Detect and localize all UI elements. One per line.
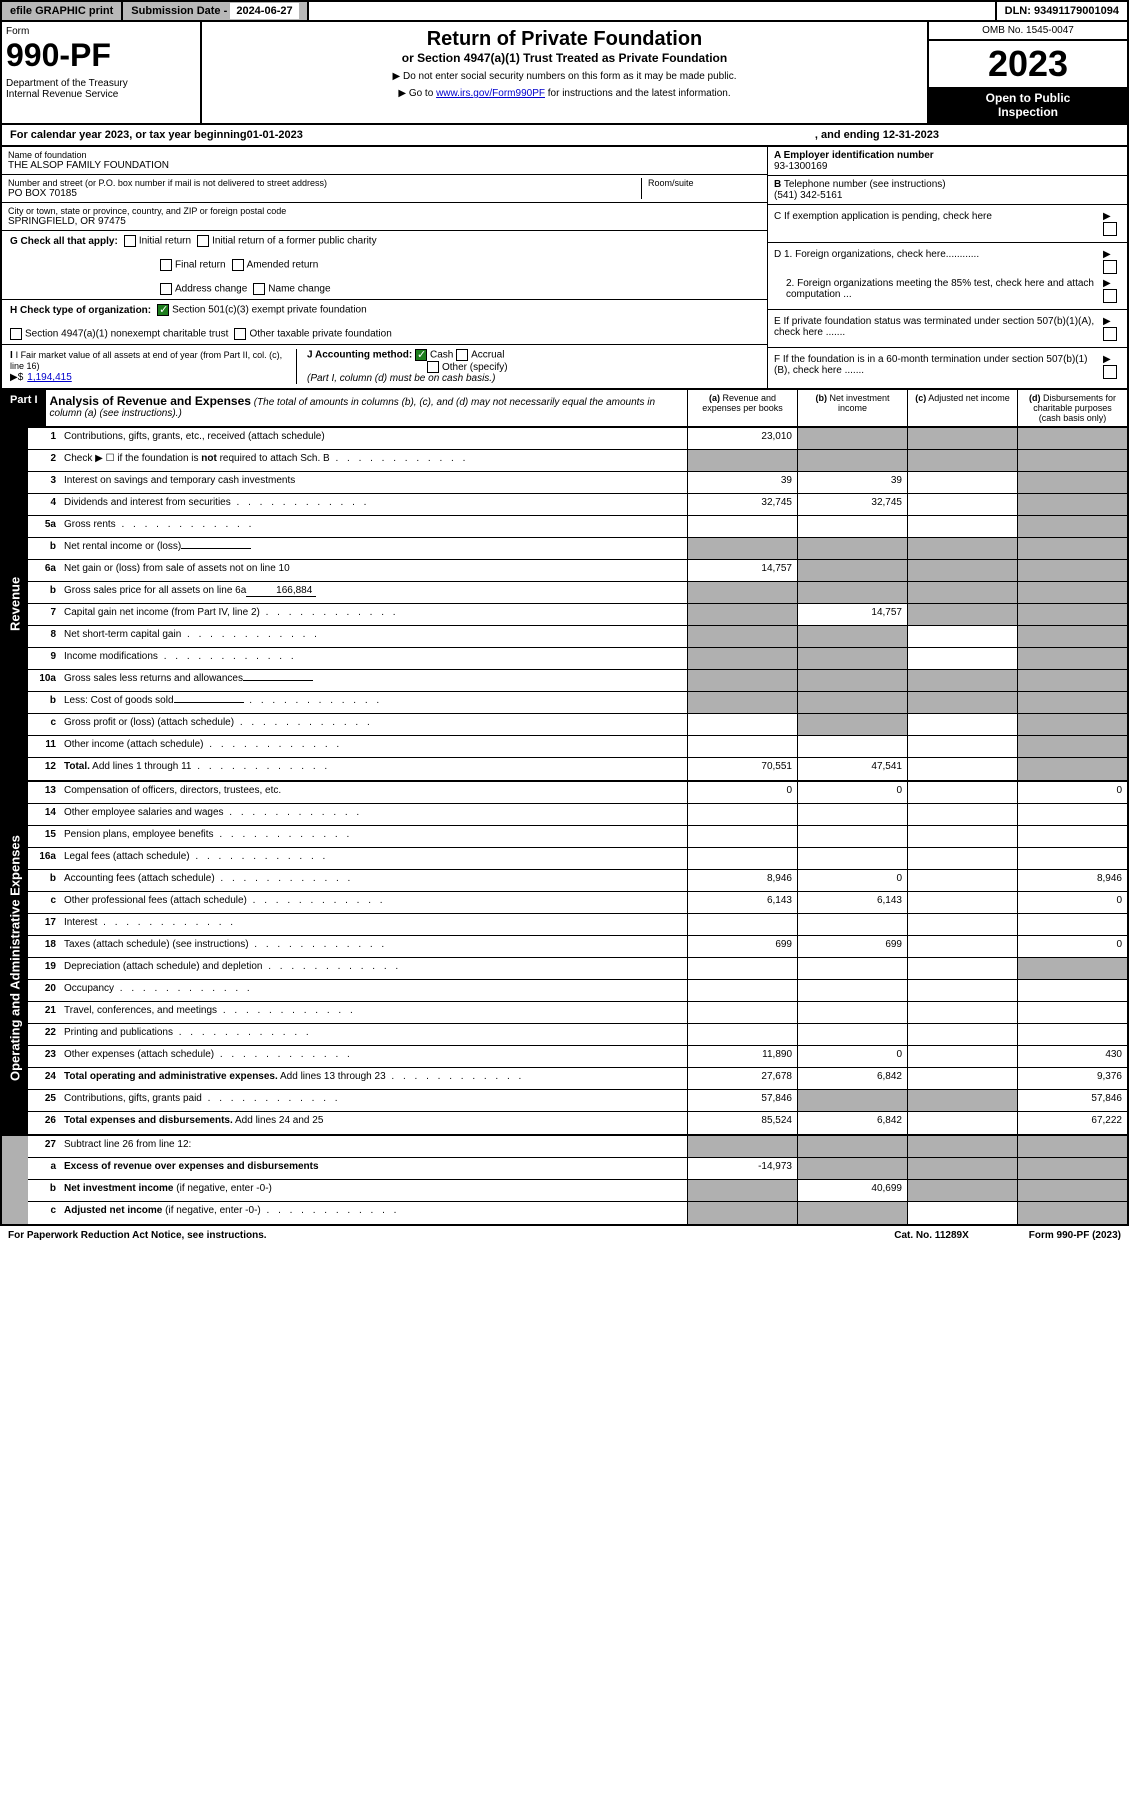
col-d-header: (d) Disbursements for charitable purpose… — [1017, 390, 1127, 426]
table-row: 15 Pension plans, employee benefits — [28, 826, 1127, 848]
part1-label: Part I — [2, 390, 46, 426]
form-subtitle: or Section 4947(a)(1) Trust Treated as P… — [208, 51, 921, 65]
footer-mid: Cat. No. 11289X — [894, 1230, 968, 1241]
table-row: 11 Other income (attach schedule) — [28, 736, 1127, 758]
room-label: Room/suite — [648, 178, 761, 188]
page-footer: For Paperwork Reduction Act Notice, see … — [0, 1226, 1129, 1245]
table-row: c Adjusted net income (if negative, ente… — [28, 1202, 1127, 1224]
foundation-name: THE ALSOP FAMILY FOUNDATION — [8, 160, 761, 171]
submission-date-label: Submission Date - 2024-06-27 — [123, 2, 308, 20]
table-row: 16a Legal fees (attach schedule) — [28, 848, 1127, 870]
table-row: 25 Contributions, gifts, grants paid 57,… — [28, 1090, 1127, 1112]
table-row: 12 Total. Add lines 1 through 11 70,551 … — [28, 758, 1127, 780]
g-check-row: G Check all that apply: Initial return I… — [2, 231, 767, 300]
expenses-label: Operating and Administrative Expenses — [2, 782, 28, 1134]
city: SPRINGFIELD, OR 97475 — [8, 216, 761, 227]
checkbox-cash[interactable] — [415, 349, 427, 361]
phone-label: B Telephone number (see instructions) — [774, 179, 1121, 190]
fmv-link[interactable]: 1,194,415 — [27, 372, 72, 383]
city-label: City or town, state or province, country… — [8, 206, 761, 216]
table-row: 17 Interest — [28, 914, 1127, 936]
revenue-section: Revenue 1 Contributions, gifts, grants, … — [0, 428, 1129, 782]
efile-label[interactable]: efile GRAPHIC print — [2, 2, 123, 20]
ein-label: A Employer identification number — [774, 150, 1121, 161]
table-row: b Net rental income or (loss) — [28, 538, 1127, 560]
instruction-1: ▶ Do not enter social security numbers o… — [208, 71, 921, 82]
footer-left: For Paperwork Reduction Act Notice, see … — [8, 1230, 894, 1241]
table-row: 1 Contributions, gifts, grants, etc., re… — [28, 428, 1127, 450]
table-row: 10a Gross sales less returns and allowan… — [28, 670, 1127, 692]
d2-label: 2. Foreign organizations meeting the 85%… — [774, 278, 1103, 303]
table-row: a Excess of revenue over expenses and di… — [28, 1158, 1127, 1180]
table-row: 13 Compensation of officers, directors, … — [28, 782, 1127, 804]
table-row: 19 Depreciation (attach schedule) and de… — [28, 958, 1127, 980]
expenses-section: Operating and Administrative Expenses 13… — [0, 782, 1129, 1136]
name-label: Name of foundation — [8, 150, 761, 160]
form-link[interactable]: www.irs.gov/Form990PF — [436, 88, 545, 99]
ein: 93-1300169 — [774, 161, 1121, 172]
revenue-label: Revenue — [2, 428, 28, 780]
i-j-row: I I Fair market value of all assets at e… — [2, 345, 767, 388]
form-title: Return of Private Foundation — [208, 28, 921, 51]
table-row: 27 Subtract line 26 from line 12: — [28, 1136, 1127, 1158]
table-row: 23 Other expenses (attach schedule) 11,8… — [28, 1046, 1127, 1068]
tax-year: 2023 — [929, 41, 1127, 87]
foundation-info: Name of foundation THE ALSOP FAMILY FOUN… — [0, 147, 1129, 390]
table-row: 4 Dividends and interest from securities… — [28, 494, 1127, 516]
form-header: Form 990-PF Department of the TreasuryIn… — [0, 22, 1129, 125]
bottom-section: 27 Subtract line 26 from line 12: a Exce… — [0, 1136, 1129, 1226]
table-row: 20 Occupancy — [28, 980, 1127, 1002]
c-label: C If exemption application is pending, c… — [774, 211, 992, 222]
table-row: 9 Income modifications — [28, 648, 1127, 670]
address: PO BOX 70185 — [8, 188, 641, 199]
f-label: F If the foundation is in a 60-month ter… — [774, 354, 1103, 376]
checkbox-501c3[interactable] — [157, 304, 169, 316]
table-row: 7 Capital gain net income (from Part IV,… — [28, 604, 1127, 626]
table-row: 21 Travel, conferences, and meetings — [28, 1002, 1127, 1024]
form-number: 990-PF — [6, 37, 196, 74]
table-row: c Other professional fees (attach schedu… — [28, 892, 1127, 914]
phone: (541) 342-5161 — [774, 190, 1121, 201]
table-row: 3 Interest on savings and temporary cash… — [28, 472, 1127, 494]
calendar-year-row: For calendar year 2023, or tax year begi… — [0, 125, 1129, 147]
table-row: 18 Taxes (attach schedule) (see instruct… — [28, 936, 1127, 958]
table-row: 24 Total operating and administrative ex… — [28, 1068, 1127, 1090]
open-public: Open to PublicInspection — [929, 87, 1127, 123]
table-row: c Gross profit or (loss) (attach schedul… — [28, 714, 1127, 736]
top-bar: efile GRAPHIC print Submission Date - 20… — [0, 0, 1129, 22]
col-c-header: (c) Adjusted net income — [907, 390, 1017, 426]
table-row: b Accounting fees (attach schedule) 8,94… — [28, 870, 1127, 892]
address-label: Number and street (or P.O. box number if… — [8, 178, 641, 188]
e-label: E If private foundation status was termi… — [774, 316, 1103, 338]
table-row: 2 Check ▶ ☐ if the foundation is not req… — [28, 450, 1127, 472]
table-row: 6a Net gain or (loss) from sale of asset… — [28, 560, 1127, 582]
omb-number: OMB No. 1545-0047 — [929, 22, 1127, 41]
table-row: b Less: Cost of goods sold — [28, 692, 1127, 714]
dln: DLN: 93491179001094 — [995, 2, 1127, 20]
h-check-row: H Check type of organization: Section 50… — [2, 300, 767, 345]
form-label: Form — [6, 26, 196, 37]
table-row: 22 Printing and publications — [28, 1024, 1127, 1046]
table-row: 26 Total expenses and disbursements. Add… — [28, 1112, 1127, 1134]
footer-right: Form 990-PF (2023) — [1029, 1230, 1121, 1241]
col-b-header: (b) Net investment income — [797, 390, 907, 426]
d1-label: D 1. Foreign organizations, check here..… — [774, 249, 979, 274]
table-row: 8 Net short-term capital gain — [28, 626, 1127, 648]
col-a-header: (a) Revenue and expenses per books — [687, 390, 797, 426]
table-row: 14 Other employee salaries and wages — [28, 804, 1127, 826]
part1-header: Part I Analysis of Revenue and Expenses … — [0, 390, 1129, 428]
instruction-2: ▶ Go to www.irs.gov/Form990PF for instru… — [208, 88, 921, 99]
department: Department of the TreasuryInternal Reven… — [6, 78, 196, 100]
table-row: b Gross sales price for all assets on li… — [28, 582, 1127, 604]
table-row: 5a Gross rents — [28, 516, 1127, 538]
table-row: b Net investment income (if negative, en… — [28, 1180, 1127, 1202]
